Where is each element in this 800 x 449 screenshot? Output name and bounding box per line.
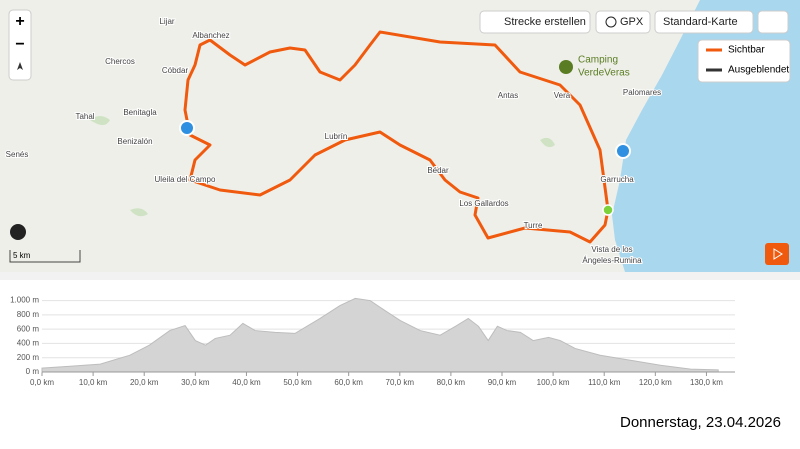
place-label: Vista de los xyxy=(591,245,632,254)
poi-label[interactable]: VerdeVeras xyxy=(578,68,630,79)
play-icon xyxy=(773,248,783,260)
x-tick-label: 20,0 km xyxy=(130,378,159,387)
photo-marker[interactable] xyxy=(615,143,631,159)
x-tick-label: 110,0 km xyxy=(588,378,621,387)
y-tick-label: 200 m xyxy=(17,353,40,362)
zoom-controls: + − xyxy=(8,9,32,81)
play-button[interactable] xyxy=(765,243,789,265)
gpx-button[interactable] xyxy=(595,10,651,34)
zoom-panel xyxy=(8,9,32,81)
place-label: Tahal xyxy=(75,112,94,121)
legend-label: Ausgeblendet xyxy=(728,65,789,76)
fullscreen-button[interactable] xyxy=(757,10,789,34)
y-tick-label: 600 m xyxy=(17,324,40,333)
place-label: Garrucha xyxy=(600,175,634,184)
info-button[interactable] xyxy=(10,224,26,240)
place-label: Los Gallardos xyxy=(459,199,508,208)
route-button[interactable] xyxy=(479,10,591,34)
x-tick-label: 70,0 km xyxy=(386,378,415,387)
place-label: Chercos xyxy=(105,57,135,66)
place-label: Bédar xyxy=(427,166,449,175)
zoom-in[interactable]: + xyxy=(15,13,24,30)
x-tick-label: 90,0 km xyxy=(488,378,517,387)
y-tick-label: 0 m xyxy=(26,367,40,376)
x-tick-label: 10,0 km xyxy=(79,378,108,387)
elevation-area xyxy=(41,297,719,373)
zoom-out[interactable]: − xyxy=(15,36,24,53)
place-label: Palomares xyxy=(623,88,661,97)
place-label: Benizalón xyxy=(117,137,152,146)
y-tick-label: 800 m xyxy=(17,310,40,319)
place-label: Ángeles-Rumina xyxy=(582,256,642,265)
x-tick-label: 80,0 km xyxy=(437,378,466,387)
place-label: Turre xyxy=(524,221,543,230)
place-label: Antas xyxy=(498,91,518,100)
poi-label[interactable]: Camping xyxy=(578,55,618,66)
place-label: Benitagla xyxy=(123,108,157,117)
x-tick-label: 40,0 km xyxy=(232,378,261,387)
place-label: Uleila del Campo xyxy=(155,175,216,184)
x-tick-label: 0,0 km xyxy=(30,378,54,387)
layer-select-label[interactable]: Standard-Karte xyxy=(663,16,738,28)
place-label: Senés xyxy=(6,150,29,159)
place-label: Cóbdar xyxy=(162,66,189,75)
x-tick-label: 30,0 km xyxy=(181,378,210,387)
route-button-label[interactable]: Strecke erstellen xyxy=(504,16,586,28)
date: Donnerstag, 23.04.2026 xyxy=(620,414,781,431)
start-marker xyxy=(602,204,614,216)
legend-label: Sichtbar xyxy=(728,45,765,56)
place-label: Vera xyxy=(554,91,571,100)
camping-icon[interactable] xyxy=(559,60,573,74)
gpx-button-label[interactable]: GPX xyxy=(620,16,644,28)
photo-marker[interactable] xyxy=(179,120,195,136)
place-label: Albanchez xyxy=(192,31,229,40)
place-label: Lijar xyxy=(159,17,174,26)
scale-bar xyxy=(9,250,81,263)
y-tick-label: 400 m xyxy=(17,339,40,348)
divider xyxy=(0,272,800,280)
x-tick-label: 120,0 km xyxy=(639,378,672,387)
x-tick-label: 100,0 km xyxy=(537,378,570,387)
x-tick-label: 50,0 km xyxy=(283,378,312,387)
x-tick-label: 130,0 km xyxy=(690,378,723,387)
place-label: Lubrín xyxy=(325,132,348,141)
download-icon xyxy=(605,16,617,28)
compass[interactable] xyxy=(17,62,23,70)
layer-select[interactable] xyxy=(654,10,754,34)
x-tick-label: 60,0 km xyxy=(334,378,363,387)
y-tick-label: 1.000 m xyxy=(10,296,39,305)
scale-label: 5 km xyxy=(13,251,31,260)
